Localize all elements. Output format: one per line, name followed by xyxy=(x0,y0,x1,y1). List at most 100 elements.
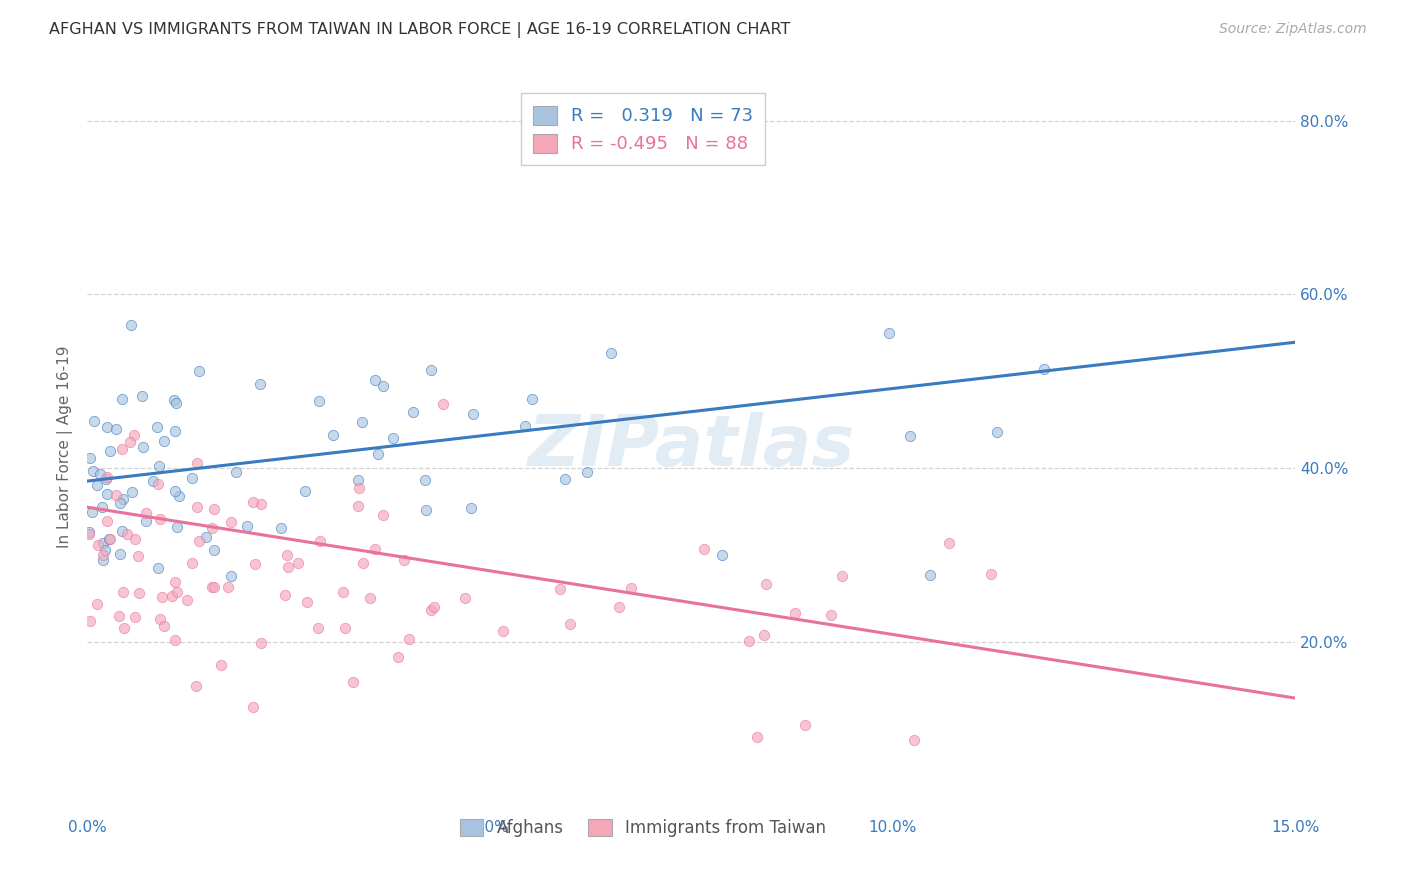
Point xyxy=(98,443,121,458)
Point xyxy=(166,585,188,599)
Point xyxy=(165,483,187,498)
Point xyxy=(96,470,118,484)
Point xyxy=(755,577,778,591)
Point xyxy=(333,621,356,635)
Point xyxy=(295,594,318,608)
Point xyxy=(150,590,173,604)
Legend: Afghans, Immigrants from Taiwan: Afghans, Immigrants from Taiwan xyxy=(453,813,832,844)
Point xyxy=(110,496,132,510)
Point xyxy=(877,326,900,341)
Point xyxy=(86,597,108,611)
Point xyxy=(188,534,211,549)
Point xyxy=(491,624,513,639)
Point xyxy=(202,580,225,594)
Point xyxy=(394,553,416,567)
Point xyxy=(96,472,118,486)
Point xyxy=(402,405,425,419)
Point xyxy=(93,552,115,566)
Point xyxy=(184,679,207,693)
Point xyxy=(221,569,243,583)
Point xyxy=(236,519,259,533)
Point xyxy=(142,474,165,488)
Point xyxy=(122,427,145,442)
Point xyxy=(96,420,118,434)
Point xyxy=(166,520,188,534)
Point xyxy=(186,456,208,470)
Point xyxy=(413,474,436,488)
Point xyxy=(783,607,806,621)
Point xyxy=(294,483,316,498)
Point xyxy=(270,521,292,535)
Point xyxy=(347,481,370,495)
Point xyxy=(163,392,186,407)
Point xyxy=(461,407,484,421)
Point xyxy=(131,389,153,403)
Point xyxy=(277,560,299,574)
Point xyxy=(146,476,169,491)
Text: AFGHAN VS IMMIGRANTS FROM TAIWAN IN LABOR FORCE | AGE 16-19 CORRELATION CHART: AFGHAN VS IMMIGRANTS FROM TAIWAN IN LABO… xyxy=(49,22,790,38)
Point xyxy=(287,556,309,570)
Point xyxy=(77,527,100,541)
Point xyxy=(367,447,389,461)
Point xyxy=(195,530,218,544)
Point xyxy=(186,500,208,514)
Point xyxy=(415,502,437,516)
Text: ZIPatlas: ZIPatlas xyxy=(527,412,855,481)
Point xyxy=(938,536,960,550)
Point xyxy=(167,489,190,503)
Point xyxy=(149,512,172,526)
Point xyxy=(420,603,443,617)
Point xyxy=(793,718,815,732)
Point xyxy=(201,580,224,594)
Point xyxy=(898,429,921,443)
Point xyxy=(347,473,370,487)
Point xyxy=(243,557,266,571)
Point xyxy=(79,450,101,465)
Point xyxy=(352,557,374,571)
Point xyxy=(110,547,132,561)
Point xyxy=(111,524,134,538)
Point xyxy=(132,440,155,454)
Point xyxy=(165,574,187,589)
Point xyxy=(146,420,169,434)
Point xyxy=(96,487,118,501)
Point xyxy=(217,580,239,594)
Point xyxy=(522,392,544,406)
Point xyxy=(165,396,187,410)
Point xyxy=(307,621,329,635)
Point xyxy=(120,318,142,333)
Point xyxy=(202,543,225,558)
Point xyxy=(558,616,581,631)
Point xyxy=(918,568,941,582)
Point xyxy=(454,591,477,605)
Point xyxy=(359,591,381,605)
Point xyxy=(202,502,225,516)
Point xyxy=(128,585,150,599)
Point xyxy=(250,636,273,650)
Point xyxy=(332,585,354,599)
Point xyxy=(152,434,174,448)
Point xyxy=(322,427,344,442)
Point xyxy=(419,362,441,376)
Point xyxy=(108,609,131,624)
Point xyxy=(980,566,1002,581)
Point xyxy=(607,599,630,614)
Point xyxy=(162,589,184,603)
Point xyxy=(80,504,103,518)
Point xyxy=(112,585,135,599)
Point xyxy=(110,442,132,456)
Point xyxy=(105,422,128,436)
Point xyxy=(79,614,101,628)
Point xyxy=(554,472,576,486)
Point xyxy=(120,435,142,450)
Point xyxy=(342,674,364,689)
Point xyxy=(111,392,134,406)
Point xyxy=(112,491,135,506)
Point xyxy=(96,514,118,528)
Text: Source: ZipAtlas.com: Source: ZipAtlas.com xyxy=(1219,22,1367,37)
Point xyxy=(148,459,170,474)
Point xyxy=(738,634,761,648)
Point xyxy=(146,561,169,575)
Point xyxy=(599,346,621,360)
Point xyxy=(112,621,135,635)
